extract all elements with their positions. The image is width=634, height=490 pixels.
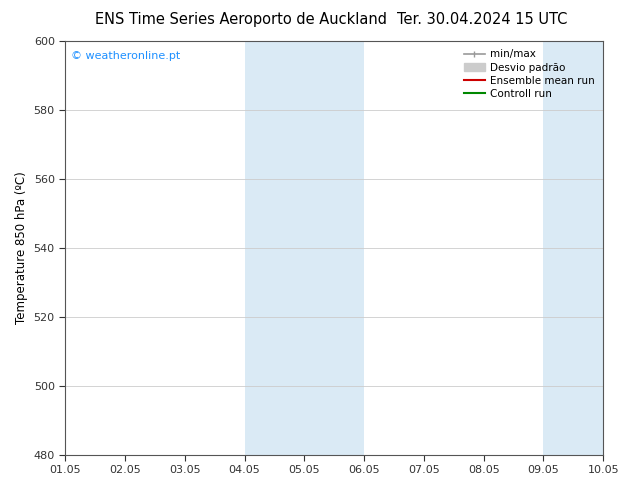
Bar bbox=[543, 41, 603, 455]
Text: ENS Time Series Aeroporto de Auckland: ENS Time Series Aeroporto de Auckland bbox=[95, 12, 387, 27]
Y-axis label: Temperature 850 hPa (ºC): Temperature 850 hPa (ºC) bbox=[15, 172, 28, 324]
Text: © weatheronline.pt: © weatheronline.pt bbox=[70, 51, 180, 61]
Bar bbox=[245, 41, 364, 455]
Text: Ter. 30.04.2024 15 UTC: Ter. 30.04.2024 15 UTC bbox=[397, 12, 567, 27]
Legend: min/max, Desvio padrão, Ensemble mean run, Controll run: min/max, Desvio padrão, Ensemble mean ru… bbox=[461, 46, 598, 102]
